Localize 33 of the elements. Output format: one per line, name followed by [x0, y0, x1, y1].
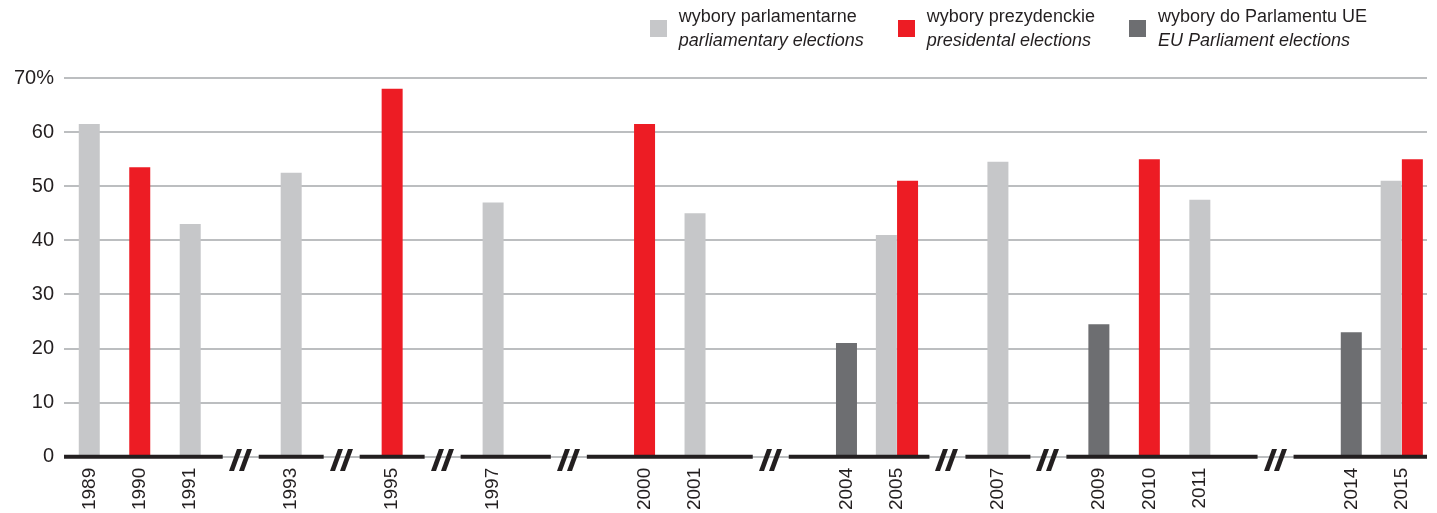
- bar: [1340, 332, 1362, 456]
- legend-label: wybory prezydenckie presidental elections: [926, 5, 1095, 52]
- x-tick-label: 1989: [77, 467, 99, 511]
- bar: [634, 123, 656, 456]
- y-tick-label: 60: [31, 119, 55, 142]
- x-tick-label: 1995: [380, 467, 402, 511]
- x-tick-label: 2010: [1137, 467, 1159, 511]
- x-tick-label: 2005: [885, 467, 907, 511]
- y-tick-label: 70%: [14, 65, 55, 88]
- y-tick-label: 30: [31, 281, 55, 304]
- x-tick-label: 2009: [1087, 467, 1109, 511]
- y-tick-label: 0: [42, 444, 55, 467]
- x-tick-label: 1993: [279, 467, 301, 511]
- x-tick-label: 2015: [1389, 467, 1411, 511]
- legend-label: wybory do Parlamentu UE EU Parliament elections: [1157, 5, 1367, 52]
- x-tick-label: 1990: [127, 467, 149, 511]
- bar: [1088, 324, 1110, 456]
- x-tick-label: 2004: [834, 467, 856, 511]
- legend-label: wybory parlamentarne parliamentary elections: [678, 5, 864, 52]
- y-tick-label: 40: [31, 227, 55, 250]
- x-tick-label: 2001: [683, 467, 705, 511]
- x-tick-label: 1997: [481, 467, 503, 511]
- bar: [129, 167, 151, 456]
- y-tick-label: 10: [31, 390, 55, 413]
- y-tick-label: 50: [31, 173, 55, 196]
- x-tick-label: 2014: [1339, 467, 1361, 511]
- bar: [835, 343, 857, 456]
- x-tick-label: 2007: [986, 467, 1008, 511]
- x-tick-label: 1991: [178, 467, 200, 511]
- y-tick-label: 20: [31, 336, 55, 359]
- x-tick-label: 2000: [632, 467, 654, 511]
- bar: [1138, 159, 1160, 456]
- x-tick-label: 2011: [1188, 467, 1210, 509]
